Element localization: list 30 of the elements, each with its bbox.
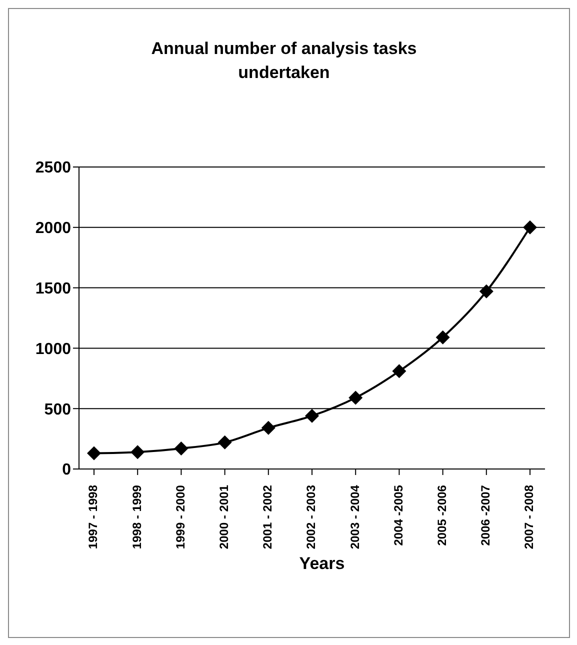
point [130, 445, 145, 460]
x-tick-label: 2000 - 2001 [216, 484, 231, 550]
x-tick-label: 2006 -2007 [478, 484, 493, 546]
point [218, 435, 232, 450]
x-tick-label: 2004 -2005 [391, 484, 406, 546]
x-tick-label: 2007 - 2008 [522, 484, 536, 550]
chart-title: Annual number of analysis tasks undertaken [150, 38, 418, 84]
y-tick-label: 1000 [35, 340, 72, 358]
x-tick-label: 1998 - 1999 [130, 484, 144, 550]
y-tick-label: 0 [62, 462, 72, 479]
x-tick-label: 2005 -2006 [434, 484, 449, 546]
y-tick-label: 1500 [35, 280, 72, 298]
point [87, 446, 101, 460]
point [261, 420, 276, 435]
x-tick-label: 1999 - 2000 [173, 484, 188, 550]
x-axis-title: Years [298, 554, 346, 574]
x-tick-label: 2001 - 2002 [260, 484, 275, 550]
point [436, 330, 450, 344]
point [305, 408, 319, 423]
point [348, 390, 363, 405]
x-tick-label: 1997 - 1998 [86, 484, 100, 550]
y-tick-label: 500 [44, 401, 72, 418]
y-tick-label: 2500 [35, 160, 72, 177]
point [479, 284, 494, 298]
point [174, 441, 188, 456]
x-tick-label: 2003 - 2004 [348, 484, 362, 550]
y-tick-label: 2000 [35, 220, 72, 238]
point [523, 220, 537, 234]
x-tick-label: 2002 - 2003 [304, 484, 318, 550]
point [392, 364, 406, 378]
